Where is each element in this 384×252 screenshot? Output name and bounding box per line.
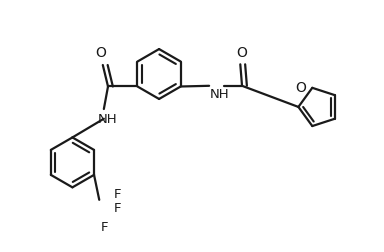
Text: NH: NH	[210, 87, 229, 101]
Text: O: O	[96, 47, 106, 60]
Text: F: F	[101, 220, 108, 234]
Text: F: F	[114, 202, 121, 215]
Text: NH: NH	[98, 113, 117, 126]
Text: O: O	[237, 46, 247, 60]
Text: O: O	[295, 81, 306, 95]
Text: F: F	[114, 188, 121, 201]
